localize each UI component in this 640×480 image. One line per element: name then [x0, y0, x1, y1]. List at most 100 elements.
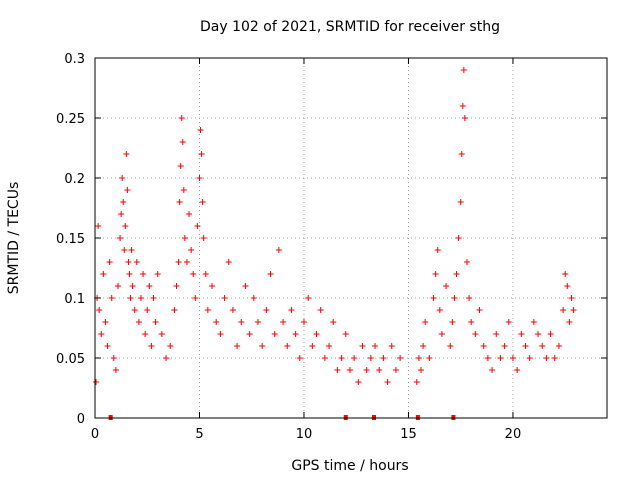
data-point	[271, 331, 278, 337]
data-point	[123, 151, 130, 157]
data-point	[351, 355, 358, 361]
data-point	[197, 127, 204, 133]
data-point	[497, 355, 504, 361]
y-tick-label: 0.25	[56, 112, 85, 127]
x-tick-labels: 0 5 10 15 20	[91, 427, 521, 442]
data-point	[300, 319, 307, 325]
data-point	[217, 331, 224, 337]
data-point	[457, 199, 464, 205]
y-tick-label: 0	[77, 412, 85, 427]
data-point	[568, 295, 575, 301]
data-point	[430, 295, 437, 301]
x-tick-label: 15	[400, 427, 417, 442]
data-point	[449, 319, 456, 325]
data-point	[334, 367, 341, 373]
data-point	[255, 319, 262, 325]
data-point	[480, 343, 487, 349]
data-point	[309, 343, 316, 349]
data-point	[451, 295, 458, 301]
data-point	[122, 223, 129, 229]
data-point	[200, 235, 207, 241]
y-tick-labels: 0 0.05 0.1 0.15 0.2 0.25 0.3	[56, 52, 85, 427]
data-point	[100, 271, 107, 277]
data-point	[292, 331, 299, 337]
data-point	[463, 259, 470, 265]
data-point	[135, 319, 142, 325]
data-point	[564, 283, 571, 289]
data-point	[177, 163, 184, 169]
data-point	[461, 115, 468, 121]
data-point	[142, 331, 149, 337]
data-point	[95, 223, 102, 229]
data-point	[229, 307, 236, 313]
data-point	[176, 199, 183, 205]
data-point	[570, 307, 577, 313]
data-point	[460, 67, 467, 73]
data-point	[514, 367, 521, 373]
data-point	[280, 319, 287, 325]
data-point	[112, 367, 119, 373]
data-point	[126, 271, 133, 277]
data-point	[397, 355, 404, 361]
data-point	[129, 283, 136, 289]
data-point	[566, 319, 573, 325]
data-point	[342, 331, 349, 337]
data-point	[501, 343, 508, 349]
data-point	[267, 271, 274, 277]
data-point	[150, 295, 157, 301]
data-point	[551, 355, 558, 361]
data-point	[124, 187, 131, 193]
data-point	[106, 259, 113, 265]
data-point	[213, 319, 220, 325]
y-tick-label: 0.2	[64, 172, 85, 187]
data-point	[259, 343, 266, 349]
data-point	[148, 343, 155, 349]
data-point	[484, 355, 491, 361]
data-point	[288, 307, 295, 313]
data-point	[422, 319, 429, 325]
data-point	[346, 367, 353, 373]
data-point	[204, 307, 211, 313]
data-point	[144, 307, 151, 313]
data-point	[326, 343, 333, 349]
data-point	[459, 103, 466, 109]
y-tick-label: 0.15	[56, 232, 85, 247]
data-point	[305, 295, 312, 301]
data-point	[238, 319, 245, 325]
data-point	[453, 271, 460, 277]
data-point	[466, 295, 473, 301]
data-point	[140, 271, 147, 277]
data-point	[183, 259, 190, 265]
data-point	[163, 355, 170, 361]
data-point	[133, 259, 140, 265]
data-point	[275, 247, 282, 253]
data-point	[246, 331, 253, 337]
data-point	[455, 235, 462, 241]
x-axis-label: GPS time / hours	[291, 458, 408, 474]
data-point	[118, 211, 125, 217]
data-point	[522, 343, 529, 349]
data-point	[180, 187, 187, 193]
data-point	[194, 223, 201, 229]
data-point	[489, 367, 496, 373]
data-point	[415, 355, 422, 361]
data-point	[384, 379, 391, 385]
data-point	[443, 283, 450, 289]
data-point	[108, 295, 115, 301]
x-tick-label: 20	[505, 427, 522, 442]
data-point	[242, 283, 249, 289]
data-point	[447, 343, 454, 349]
data-point	[509, 355, 516, 361]
data-point	[505, 319, 512, 325]
data-point	[179, 139, 186, 145]
data-point	[547, 331, 554, 337]
y-axis-label: SRMTID / TECUs	[6, 182, 22, 295]
data-point	[493, 331, 500, 337]
data-point	[367, 355, 374, 361]
data-point	[125, 259, 132, 265]
y-tick-label: 0.3	[64, 52, 85, 67]
data-point	[372, 343, 379, 349]
data-point	[198, 151, 205, 157]
data-point	[555, 343, 562, 349]
